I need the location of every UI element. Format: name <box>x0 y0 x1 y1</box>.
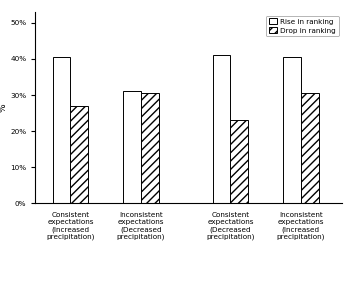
Bar <box>231 120 249 203</box>
Legend: Rise in ranking, Drop in ranking: Rise in ranking, Drop in ranking <box>266 16 339 36</box>
Bar <box>213 55 231 203</box>
Bar <box>283 57 301 203</box>
Bar <box>141 93 159 203</box>
Bar <box>301 93 319 203</box>
Bar <box>71 106 88 203</box>
Bar <box>53 57 71 203</box>
Bar <box>123 91 141 203</box>
Y-axis label: %: % <box>0 103 7 112</box>
